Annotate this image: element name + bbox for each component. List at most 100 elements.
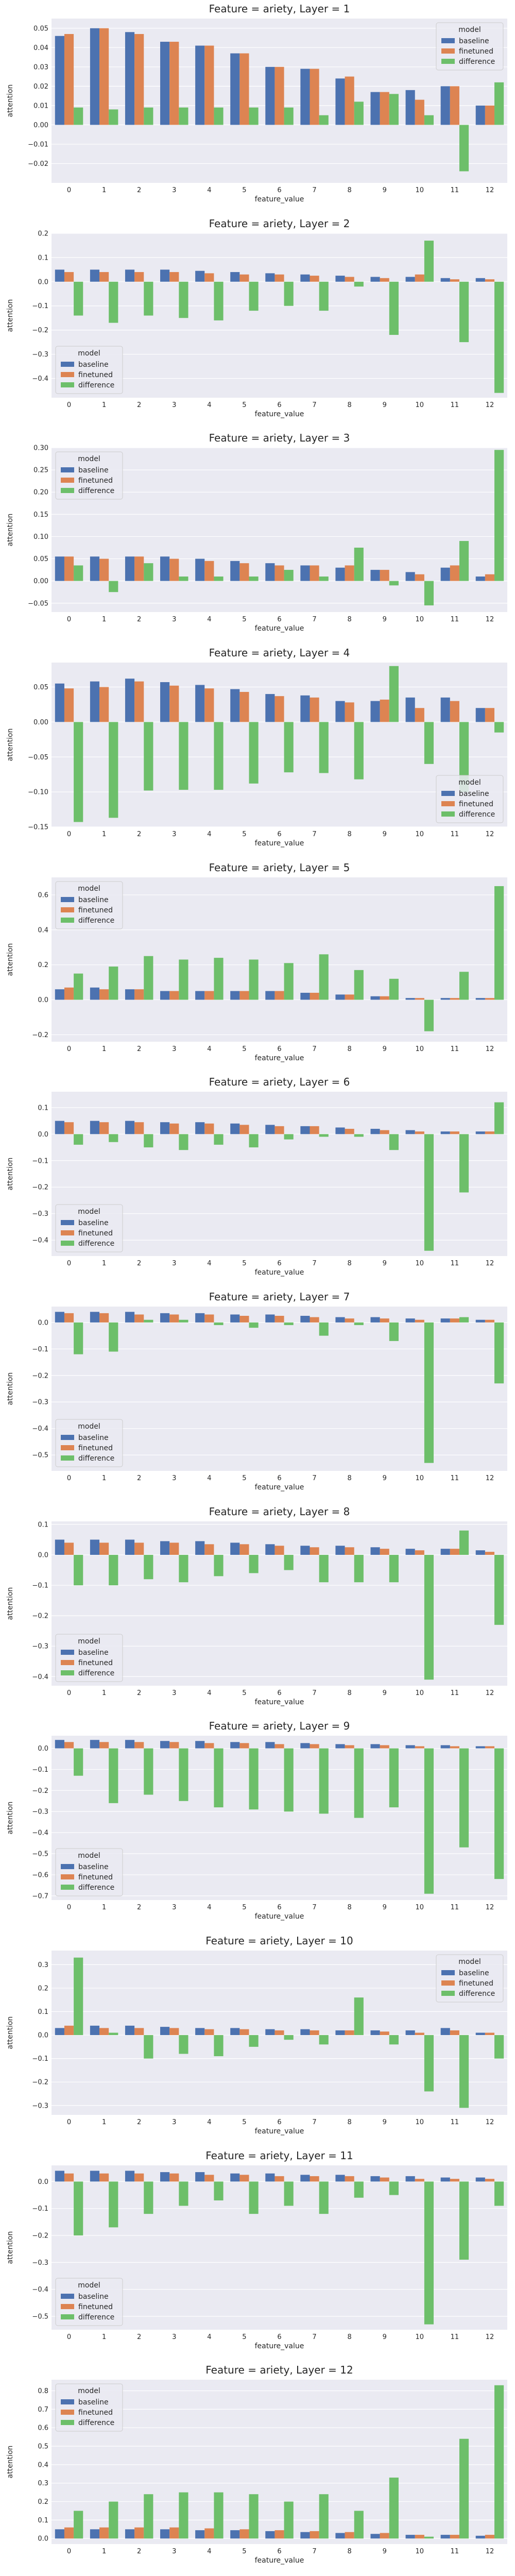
bar-difference-9 [389, 581, 399, 586]
chart-title: Feature = ariety, Layer = 11 [205, 2149, 353, 2162]
bar-baseline-1 [90, 28, 100, 125]
x-tick-label: 3 [172, 1260, 176, 1267]
bar-finetuned-4 [204, 1544, 214, 1555]
bar-baseline-3 [160, 269, 170, 282]
legend-frame [436, 22, 504, 71]
bar-difference-11 [459, 1530, 469, 1555]
bar-baseline-2 [125, 2171, 135, 2182]
x-tick-label: 7 [312, 2548, 316, 2555]
bar-finetuned-8 [345, 277, 354, 282]
x-tick-label: 9 [383, 401, 387, 409]
bar-baseline-3 [160, 2172, 170, 2182]
legend-frame [55, 2383, 123, 2432]
bar-finetuned-12 [485, 1131, 495, 1134]
y-tick-label: 0.10 [33, 533, 48, 541]
y-tick-label: 0.00 [33, 578, 48, 585]
bar-baseline-5 [230, 272, 240, 282]
legend-title: model [78, 885, 100, 893]
bar-difference-6 [284, 722, 294, 773]
y-tick-label: 0.1 [38, 2517, 48, 2524]
x-tick-label: 5 [242, 1689, 246, 1697]
x-tick-label: 0 [67, 2548, 71, 2555]
bar-baseline-4 [195, 1122, 205, 1134]
bar-difference-5 [249, 722, 259, 784]
bar-baseline-7 [300, 1316, 310, 1323]
x-tick-label: 0 [67, 616, 71, 623]
bar-finetuned-12 [485, 708, 495, 722]
bar-difference-10 [424, 1554, 434, 1680]
bar-finetuned-8 [345, 2030, 354, 2036]
bar-difference-4 [214, 107, 224, 125]
bar-finetuned-2 [134, 681, 144, 722]
bar-baseline-7 [300, 565, 310, 581]
bar-finetuned-5 [239, 2529, 249, 2539]
bar-finetuned-7 [310, 69, 319, 125]
y-tick-label: 0.4 [38, 926, 48, 934]
x-tick-label: 2 [137, 1475, 141, 1482]
bar-finetuned-4 [204, 1743, 214, 1749]
chart-panel-11: Feature = ariety, Layer = 11 −0.5 −0.4 −0.3… [6, 2149, 507, 2350]
bar-finetuned-10 [415, 2535, 424, 2539]
bar-difference-8 [354, 1134, 364, 1137]
bar-difference-8 [354, 2511, 364, 2539]
bar-baseline-1 [90, 2025, 100, 2036]
legend-swatch-difference [61, 2314, 74, 2319]
bar-baseline-7 [300, 1743, 310, 1749]
x-tick-label: 2 [137, 2333, 141, 2341]
bar-finetuned-10 [415, 1550, 424, 1555]
legend-swatch-finetuned [441, 801, 455, 806]
y-tick-label: 0.2 [38, 2498, 48, 2506]
bar-baseline-5 [230, 1742, 240, 1749]
bar-finetuned-6 [274, 2176, 284, 2182]
x-tick-label: 2 [137, 1260, 141, 1267]
x-tick-label: 10 [416, 1045, 424, 1053]
bar-difference-1 [109, 581, 118, 592]
y-tick-label: −0.4 [32, 1673, 48, 1681]
bar-difference-6 [284, 962, 294, 1000]
bar-finetuned-1 [99, 2528, 109, 2539]
y-tick-label: 0.7 [38, 2406, 48, 2414]
legend-swatch-baseline [61, 2399, 74, 2405]
bar-finetuned-10 [415, 1319, 424, 1323]
bar-difference-8 [354, 970, 364, 1000]
chart-panel-1: Feature = ariety, Layer = 1 −0.02 −0.01 0.0… [6, 3, 507, 204]
bar-finetuned-0 [64, 2528, 74, 2539]
bar-baseline-6 [265, 273, 275, 282]
bar-baseline-5 [230, 2530, 240, 2539]
bar-finetuned-0 [64, 1543, 74, 1555]
x-tick-label: 4 [207, 1904, 211, 1911]
bar-baseline-4 [195, 1313, 205, 1323]
y-tick-label: 0.1 [38, 2008, 48, 2016]
x-tick-label: 12 [486, 831, 494, 838]
legend-title: model [458, 1958, 481, 1966]
y-tick-label: −0.2 [32, 2232, 48, 2240]
x-tick-label: 10 [416, 1904, 424, 1911]
bar-baseline-5 [230, 1314, 240, 1323]
bar-difference-12 [494, 1102, 504, 1134]
bar-finetuned-3 [169, 558, 179, 581]
x-axis-label: feature_value [255, 1483, 304, 1492]
bar-difference-11 [459, 2181, 469, 2260]
bar-baseline-12 [475, 1746, 485, 1749]
bar-baseline-8 [335, 275, 345, 282]
bar-finetuned-1 [99, 28, 109, 125]
chart-title: Feature = ariety, Layer = 5 [209, 861, 350, 874]
bar-baseline-10 [405, 277, 415, 282]
x-tick-label: 9 [383, 2548, 387, 2555]
x-tick-label: 5 [242, 2333, 246, 2341]
bar-finetuned-10 [415, 99, 424, 125]
bar-difference-1 [109, 1554, 118, 1585]
bar-baseline-8 [335, 1545, 345, 1555]
legend-swatch-difference [61, 1670, 74, 1675]
bar-finetuned-10 [415, 997, 424, 1000]
y-tick-label: −0.4 [32, 375, 48, 383]
x-tick-label: 4 [207, 401, 211, 409]
bar-difference-8 [354, 1748, 364, 1818]
legend-swatch-baseline [61, 2293, 74, 2299]
x-tick-label: 4 [207, 2548, 211, 2555]
bar-finetuned-11 [450, 2535, 459, 2539]
legend-swatch-difference [61, 488, 74, 494]
y-axis-label: attention [6, 2446, 14, 2479]
bar-baseline-2 [125, 556, 135, 581]
y-tick-label: −0.02 [28, 160, 48, 168]
